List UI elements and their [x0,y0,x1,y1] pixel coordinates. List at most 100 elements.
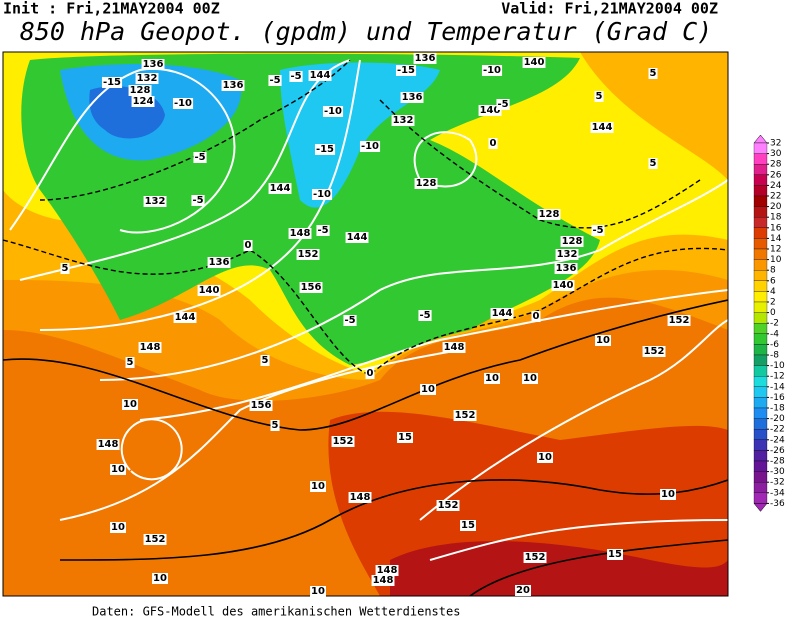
contour-label-bg [496,99,510,110]
colorbar-bottom-arrow [753,503,768,512]
contour-label-bg [607,549,623,560]
contour-label-bg [523,552,547,563]
map-frame [2,51,729,597]
colorbar-label: 4 [770,287,776,297]
contour-label: -10 [361,141,379,152]
contour-label: 136 [556,263,577,274]
colorbar-label: -30 [770,467,785,477]
colorbar-label: -36 [770,499,785,509]
colorbar-label: -18 [770,404,785,414]
contour-label: 148 [140,342,161,353]
colorbar-swatch [753,439,768,451]
colorbar-label: 6 [770,276,776,286]
contour-label-bg [648,158,658,169]
colorbar-swatch [753,206,768,218]
contour-label-bg [490,308,514,319]
contour-label-bg [343,315,357,326]
contour-label-bg [122,399,138,410]
colorbar-swatch [753,174,768,186]
contour-label-bg [314,144,336,155]
contour-label: 10 [596,335,610,346]
colorbar-swatch [753,227,768,239]
contour-label: 140 [524,57,545,68]
contour-label: -10 [324,106,342,117]
colorbar-label: 26 [770,170,782,180]
contour-label: 0 [245,240,252,251]
contour-label: 148 [377,565,398,576]
contour-label: 144 [592,122,613,133]
contour-label-bg [590,122,614,133]
field-hotter [390,541,728,596]
contour-label: 0 [533,311,540,322]
colorbar-label: -32 [770,478,785,488]
contour-label-bg [172,98,194,109]
contour-label-bg [560,236,584,247]
contour-label: 5 [62,263,69,274]
colorbar-label: -34 [770,488,785,498]
contour-label: 5 [596,91,603,102]
contour-label: 10 [538,452,552,463]
contour-label: 144 [347,232,368,243]
contour-label-bg [289,71,303,82]
contour-label-bg [270,420,280,431]
contour-label-bg [135,73,159,84]
contour-label-bg [660,489,676,500]
colorbar-swatch [753,386,768,398]
contour-label-bg [414,178,438,189]
colorbar-label: 28 [770,160,782,170]
contour-label-bg [207,257,231,268]
contour-label-bg [522,57,546,68]
contour-label: 136 [415,53,436,64]
colorbar-label: 32 [770,139,781,149]
colorbar-label: -12 [770,372,785,382]
contour-label-bg [371,575,395,586]
colorbar-label: 20 [770,202,782,212]
geopotential-contours [9,59,728,561]
colorbar-label: 16 [770,223,782,233]
contour-label-bg [515,585,531,596]
contour-label: 144 [270,183,291,194]
contour-label-bg [481,65,503,76]
colorbar-label: 8 [770,266,776,276]
contour-label: 132 [145,196,166,207]
contour-label: 136 [223,80,244,91]
contour-label: 152 [455,410,476,421]
colorbar-label: -16 [770,393,785,403]
contour-label: -5 [592,225,603,236]
colorbar-label: 22 [770,192,781,202]
contour-label-bg [395,65,417,76]
contour-label-bg [296,249,320,260]
contour-label: 128 [130,85,151,96]
colorbar-swatch [753,397,768,409]
contour-label-bg [249,400,273,411]
contour-label-bg [131,96,155,107]
contour-label-bg [442,342,466,353]
contour-label: -15 [103,77,121,88]
colorbar-label: -28 [770,457,785,467]
contour-label: 5 [127,357,134,368]
contour-label: -10 [174,98,192,109]
contour-label-bg [331,436,355,447]
contour-label: 10 [485,373,499,384]
colorbar-swatch [753,301,768,313]
contour-label-bg [96,439,120,450]
contour-label-bg [110,522,126,533]
colorbar-swatch [753,407,768,419]
contour-label: 10 [523,373,537,384]
contour-label-bg [308,70,332,81]
contour-label: 20 [516,585,530,596]
colorbar-label: 0 [770,308,776,318]
contour-label-bg [397,432,413,443]
contour-label: 10 [111,522,125,533]
contour-label: 15 [608,549,622,560]
contour-label-bg [359,141,381,152]
contour-label-bg [453,410,477,421]
contour-label: 152 [145,534,166,545]
contour-label: 136 [209,257,230,268]
contour-label: 136 [143,59,164,70]
map-title: 850 hPa Geopot. (gpdm) und Temperatur (G… [20,17,712,46]
contour-label-bg [484,373,500,384]
contour-label: -5 [344,315,355,326]
contour-label-bg [152,573,168,584]
contour-label: 10 [311,481,325,492]
